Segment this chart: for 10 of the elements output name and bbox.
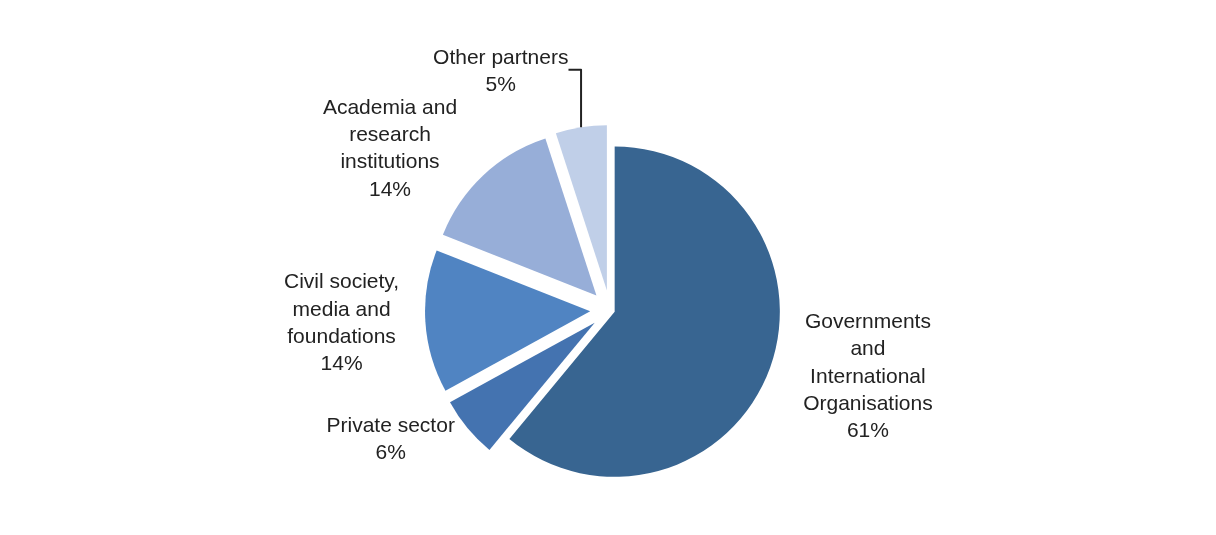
data-label: 14% bbox=[368, 176, 412, 200]
data-label: 61% bbox=[846, 418, 889, 442]
slice-label: Governments and International Organisations bbox=[803, 309, 933, 415]
slice-label: Private sector bbox=[326, 412, 455, 436]
data-label: 14% bbox=[320, 351, 363, 375]
slice-label: Civil society, media and foundations bbox=[284, 269, 400, 347]
slice-label: Other partners bbox=[433, 44, 569, 68]
data-label: 5% bbox=[485, 71, 516, 95]
slice-label: Academia and research institutions bbox=[322, 94, 458, 173]
data-label: 6% bbox=[375, 440, 406, 464]
